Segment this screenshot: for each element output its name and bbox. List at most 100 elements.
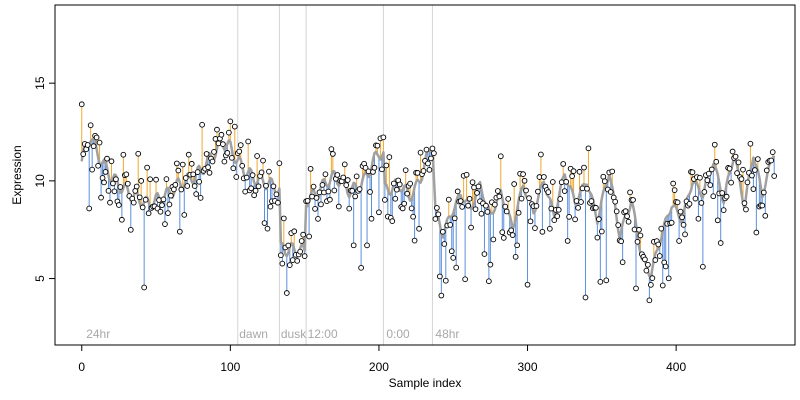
data-point xyxy=(313,195,320,201)
data-point xyxy=(723,193,730,200)
data-point xyxy=(382,197,388,203)
data-point xyxy=(637,232,644,239)
data-point xyxy=(353,173,360,180)
data-point xyxy=(227,118,234,125)
data-point xyxy=(172,181,179,188)
data-point xyxy=(426,166,433,173)
data-point xyxy=(425,160,431,167)
data-point xyxy=(110,180,116,187)
data-point xyxy=(138,178,145,184)
data-point xyxy=(383,162,390,169)
data-point xyxy=(286,262,293,268)
data-point xyxy=(179,161,186,168)
data-point xyxy=(199,121,205,128)
data-point xyxy=(441,241,448,247)
data-point xyxy=(581,164,587,171)
data-point xyxy=(451,215,458,222)
data-point xyxy=(564,238,571,244)
data-point xyxy=(402,167,409,174)
data-point xyxy=(445,196,452,203)
data-point xyxy=(670,180,677,187)
data-point xyxy=(193,191,200,197)
data-point xyxy=(368,215,375,222)
data-point xyxy=(584,185,590,192)
annotation-label: 12:00 xyxy=(308,327,338,341)
data-point xyxy=(166,201,173,208)
data-point xyxy=(95,162,101,169)
data-point xyxy=(156,197,162,203)
data-point xyxy=(432,216,439,222)
x-tick-label: 300 xyxy=(518,360,538,374)
data-point xyxy=(671,187,678,193)
data-point xyxy=(500,235,507,241)
data-point xyxy=(410,213,416,220)
data-point xyxy=(407,180,413,187)
data-point xyxy=(511,181,518,187)
data-point xyxy=(538,151,544,158)
data-point xyxy=(358,264,364,271)
data-point xyxy=(438,292,445,299)
data-point xyxy=(270,183,277,190)
data-point xyxy=(261,220,268,226)
data-point xyxy=(711,141,718,148)
data-point xyxy=(203,151,210,157)
data-point xyxy=(437,273,443,280)
data-point xyxy=(514,242,520,249)
data-point xyxy=(420,168,427,174)
data-point xyxy=(465,202,471,209)
data-point xyxy=(755,156,761,162)
data-point xyxy=(643,267,650,274)
data-point xyxy=(649,275,656,282)
data-point xyxy=(717,240,724,246)
data-point xyxy=(450,255,457,261)
data-point xyxy=(165,210,171,216)
data-point xyxy=(176,228,183,235)
data-point xyxy=(656,253,663,259)
data-point xyxy=(399,205,406,212)
data-point xyxy=(566,214,572,220)
data-point xyxy=(484,209,491,215)
data-point xyxy=(710,193,717,200)
data-point xyxy=(478,210,485,217)
data-point xyxy=(508,227,515,234)
data-point xyxy=(276,160,283,167)
data-point xyxy=(181,212,188,218)
data-point xyxy=(524,281,531,288)
data-point xyxy=(236,148,243,155)
data-point xyxy=(356,186,363,192)
data-point xyxy=(228,154,235,161)
data-point xyxy=(535,188,541,195)
data-point xyxy=(618,238,624,245)
data-point xyxy=(304,197,311,204)
data-point xyxy=(475,183,482,190)
data-point xyxy=(700,263,706,270)
data-point xyxy=(481,251,488,257)
data-point xyxy=(237,142,244,148)
data-point xyxy=(557,196,564,202)
data-point xyxy=(625,218,632,225)
data-point xyxy=(676,238,682,244)
data-point xyxy=(104,155,110,162)
data-point xyxy=(96,139,103,146)
data-point xyxy=(572,216,578,223)
data-point xyxy=(720,207,727,213)
data-point xyxy=(499,229,506,236)
data-point xyxy=(728,179,734,186)
data-point xyxy=(331,187,338,194)
data-point xyxy=(705,170,712,177)
data-point xyxy=(389,218,396,225)
data-point xyxy=(147,176,153,183)
data-point xyxy=(593,204,599,211)
data-point xyxy=(280,215,287,222)
data-point xyxy=(107,199,113,206)
data-point xyxy=(521,177,528,184)
data-point xyxy=(196,178,202,185)
data-point xyxy=(318,201,324,208)
data-point xyxy=(689,169,696,176)
data-point xyxy=(364,242,370,249)
data-point xyxy=(160,196,167,203)
data-point xyxy=(588,198,595,204)
data-point xyxy=(615,222,622,228)
data-point xyxy=(190,171,197,178)
data-point xyxy=(662,263,669,270)
